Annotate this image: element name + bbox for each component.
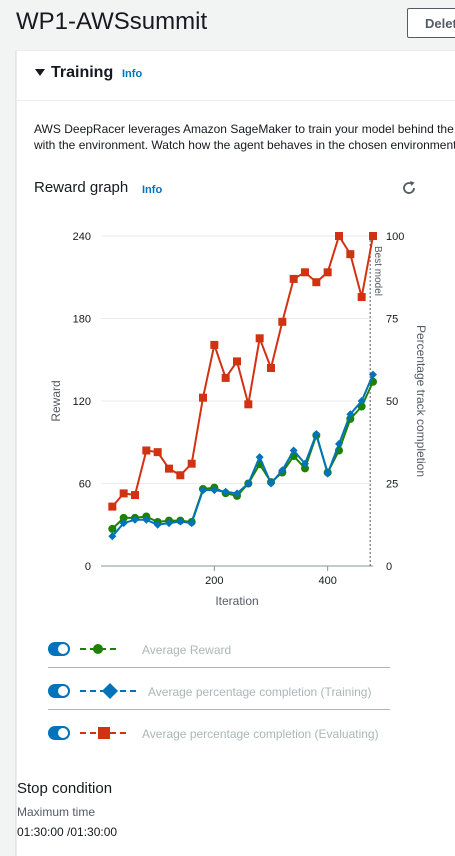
data-point: [233, 489, 241, 498]
y-tick-label: 180: [73, 314, 91, 326]
toggle-average-reward[interactable]: [48, 642, 70, 656]
y-axis-label: Reward: [49, 380, 63, 421]
data-point: [142, 446, 151, 455]
legend-label-evaluating-completion: Average percentage completion (Evaluatin…: [142, 727, 379, 741]
y2-tick-label: 50: [386, 396, 398, 408]
data-point: [323, 469, 332, 478]
data-point: [346, 410, 355, 419]
training-info-link[interactable]: Info: [122, 68, 143, 80]
y2-tick-label: 0: [386, 561, 392, 573]
data-point: [187, 519, 196, 528]
series-line-1: [111, 374, 374, 537]
y-tick-label: 120: [73, 396, 91, 408]
y2-tick-label: 75: [386, 314, 398, 326]
data-point: [289, 274, 298, 283]
training-panel-header[interactable]: Training Info: [17, 51, 455, 101]
data-point: [176, 471, 185, 480]
data-point: [119, 513, 128, 522]
description-line-1: AWS DeepRacer leverages Amazon SageMaker…: [34, 122, 455, 136]
data-point: [153, 520, 162, 529]
data-point: [255, 453, 264, 462]
legend-marker-circle-icon: [80, 644, 116, 654]
data-point: [278, 466, 287, 475]
data-point: [244, 479, 253, 488]
legend-label-training-completion: Average percentage completion (Training): [148, 685, 372, 699]
y2-tick-label: 25: [386, 479, 398, 491]
data-point: [187, 459, 196, 468]
legend-item-evaluating-completion: Average percentage completion (Evaluatin…: [48, 716, 390, 752]
legend-marker-diamond-icon: [80, 683, 140, 699]
data-point: [221, 373, 230, 382]
data-point: [312, 278, 321, 287]
y-tick-label: 240: [73, 231, 91, 243]
data-point: [119, 519, 128, 528]
data-point: [153, 448, 162, 457]
data-point: [131, 515, 139, 524]
training-panel: Training Info AWS DeepRacer leverages Am…: [16, 50, 455, 856]
legend-item-average-reward: Average Reward: [48, 632, 390, 668]
data-point: [323, 268, 332, 277]
data-point: [142, 515, 151, 524]
stop-condition-title: Stop condition: [17, 780, 113, 797]
data-point: [176, 517, 185, 526]
data-point: [210, 340, 219, 349]
data-point: [357, 293, 366, 302]
caret-down-icon[interactable]: [35, 69, 45, 76]
data-point: [165, 519, 173, 528]
x-tick-label: 400: [318, 575, 336, 587]
data-point: [267, 364, 275, 372]
data-point: [233, 357, 241, 366]
data-point: [255, 334, 264, 343]
data-point: [369, 232, 377, 240]
data-point: [221, 487, 230, 496]
description-line-2: with the environment. Watch how the agen…: [34, 138, 455, 152]
best-model-label: Best model: [372, 246, 383, 296]
data-point: [301, 459, 309, 468]
data-point: [346, 250, 355, 259]
data-point: [289, 446, 298, 455]
data-point: [312, 430, 321, 438]
y2-axis-label: Percentage track completion: [414, 325, 428, 477]
delete-button[interactable]: Delete: [407, 8, 455, 38]
stop-condition-label: Maximum time: [17, 805, 96, 819]
series-line-2: [111, 233, 374, 508]
data-point: [108, 524, 117, 533]
legend-marker-square-icon: [80, 727, 130, 739]
data-point: [369, 370, 377, 379]
page-title: WP1-AWSsummit: [16, 8, 208, 35]
y-tick-label: 0: [85, 561, 91, 573]
y-tick-label: 60: [79, 479, 91, 491]
data-point: [210, 486, 219, 495]
data-point: [108, 502, 117, 511]
data-point: [301, 464, 309, 473]
data-point: [108, 532, 117, 541]
data-point: [199, 393, 207, 402]
toggle-evaluating-completion[interactable]: [48, 726, 70, 740]
legend-item-training-completion: Average percentage completion (Training): [48, 674, 390, 710]
data-point: [335, 232, 343, 240]
legend-label-average-reward: Average Reward: [142, 643, 232, 657]
data-point: [131, 491, 139, 500]
data-point: [267, 479, 275, 488]
training-description: AWS DeepRacer leverages Amazon SageMaker…: [34, 121, 455, 153]
x-tick-label: 200: [205, 575, 223, 587]
data-point: [278, 317, 287, 326]
training-title: Training: [51, 64, 114, 81]
data-point: [335, 439, 343, 448]
data-point: [165, 464, 173, 473]
stop-condition-value: 01:30:00 /01:30:00: [17, 825, 118, 839]
refresh-icon[interactable]: [400, 179, 418, 197]
toggle-training-completion[interactable]: [48, 684, 70, 698]
data-point: [199, 486, 207, 495]
data-point: [119, 489, 128, 498]
x-axis-label: Iteration: [215, 594, 258, 608]
data-point: [357, 397, 366, 405]
reward-graph-title: Reward graph: [34, 179, 129, 196]
data-point: [301, 268, 309, 277]
reward-graph-info-link[interactable]: Info: [142, 184, 163, 196]
y2-tick-label: 100: [386, 231, 404, 243]
reward-chart: 0 60 120 180 240 0 25 50 75 100 200 400 Iteration Rew…: [49, 231, 428, 608]
data-point: [244, 400, 253, 409]
